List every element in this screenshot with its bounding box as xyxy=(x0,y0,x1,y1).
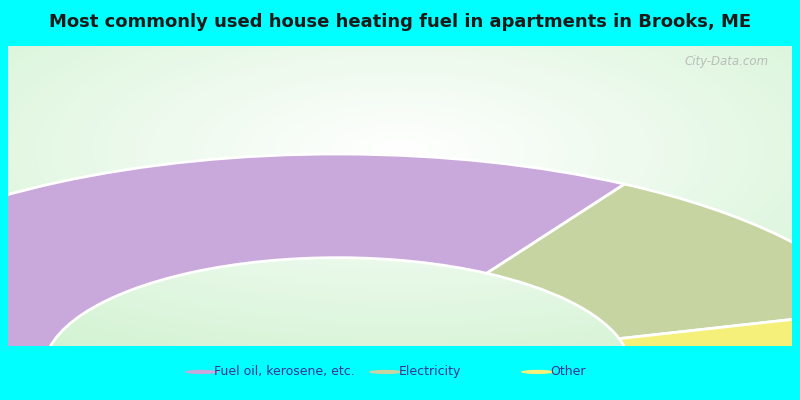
Text: Most commonly used house heating fuel in apartments in Brooks, ME: Most commonly used house heating fuel in… xyxy=(49,13,751,31)
Ellipse shape xyxy=(185,370,218,374)
Ellipse shape xyxy=(521,370,554,374)
Wedge shape xyxy=(619,310,800,370)
Wedge shape xyxy=(0,154,625,370)
Text: Other: Other xyxy=(550,366,586,378)
Text: City-Data.com: City-Data.com xyxy=(684,55,769,68)
Text: Electricity: Electricity xyxy=(398,366,461,378)
Text: Fuel oil, kerosene, etc.: Fuel oil, kerosene, etc. xyxy=(214,366,355,378)
Ellipse shape xyxy=(369,370,402,374)
Wedge shape xyxy=(486,184,800,339)
